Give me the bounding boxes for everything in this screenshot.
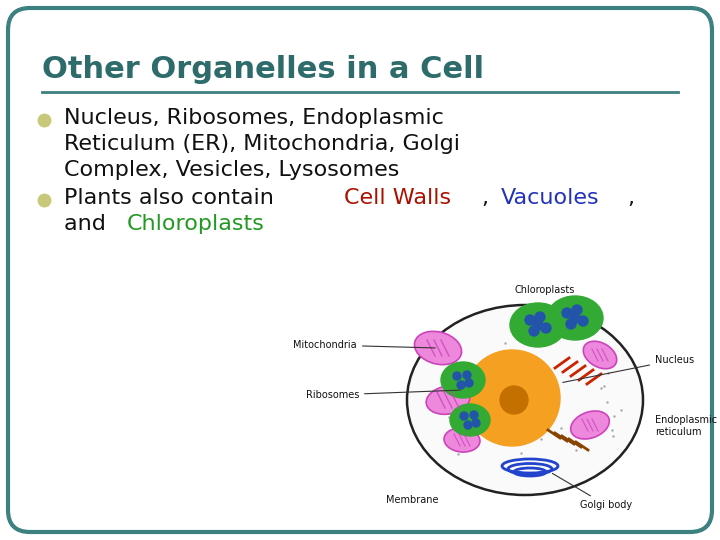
Text: Endoplasmic
reticulum: Endoplasmic reticulum <box>655 415 717 437</box>
Ellipse shape <box>571 411 609 439</box>
Ellipse shape <box>510 303 566 347</box>
Circle shape <box>529 326 539 336</box>
Text: Golgi body: Golgi body <box>552 474 632 510</box>
Ellipse shape <box>415 332 462 364</box>
Circle shape <box>566 319 576 329</box>
Ellipse shape <box>450 404 490 436</box>
Text: Mitochondria: Mitochondria <box>293 340 435 350</box>
Ellipse shape <box>426 386 470 414</box>
Circle shape <box>464 350 560 446</box>
Ellipse shape <box>547 296 603 340</box>
Circle shape <box>472 419 480 427</box>
FancyBboxPatch shape <box>8 8 712 532</box>
Text: Cell Walls: Cell Walls <box>344 188 451 208</box>
Text: Ribosomes: Ribosomes <box>305 390 460 400</box>
Circle shape <box>500 386 528 414</box>
Text: Chloroplasts: Chloroplasts <box>515 285 575 295</box>
Circle shape <box>457 381 465 389</box>
Circle shape <box>578 316 588 326</box>
Ellipse shape <box>407 305 643 495</box>
Circle shape <box>533 320 543 330</box>
Text: Reticulum (ER), Mitochondria, Golgi: Reticulum (ER), Mitochondria, Golgi <box>64 134 460 154</box>
Text: and: and <box>64 214 113 234</box>
Circle shape <box>525 315 535 325</box>
Text: Nucleus: Nucleus <box>563 355 694 382</box>
Text: Vacuoles: Vacuoles <box>500 188 599 208</box>
Circle shape <box>465 379 473 387</box>
Circle shape <box>562 308 572 318</box>
Circle shape <box>460 412 468 420</box>
Circle shape <box>453 372 461 380</box>
Text: Plants also contain: Plants also contain <box>64 188 281 208</box>
Circle shape <box>570 313 580 323</box>
Text: Complex, Vesicles, Lysosomes: Complex, Vesicles, Lysosomes <box>64 160 400 180</box>
Ellipse shape <box>444 428 480 452</box>
Text: Nucleus, Ribosomes, Endoplasmic: Nucleus, Ribosomes, Endoplasmic <box>64 108 444 128</box>
Ellipse shape <box>583 341 617 369</box>
Circle shape <box>463 371 471 379</box>
Text: ,: , <box>482 188 496 208</box>
Text: ,: , <box>628 188 635 208</box>
Ellipse shape <box>441 362 485 398</box>
Circle shape <box>464 421 472 429</box>
Text: Other Organelles in a Cell: Other Organelles in a Cell <box>42 55 484 84</box>
Circle shape <box>572 305 582 315</box>
Text: Chloroplasts: Chloroplasts <box>127 214 265 234</box>
Circle shape <box>541 323 551 333</box>
Text: Membrane: Membrane <box>386 495 438 505</box>
Circle shape <box>470 411 478 419</box>
Circle shape <box>535 312 545 322</box>
